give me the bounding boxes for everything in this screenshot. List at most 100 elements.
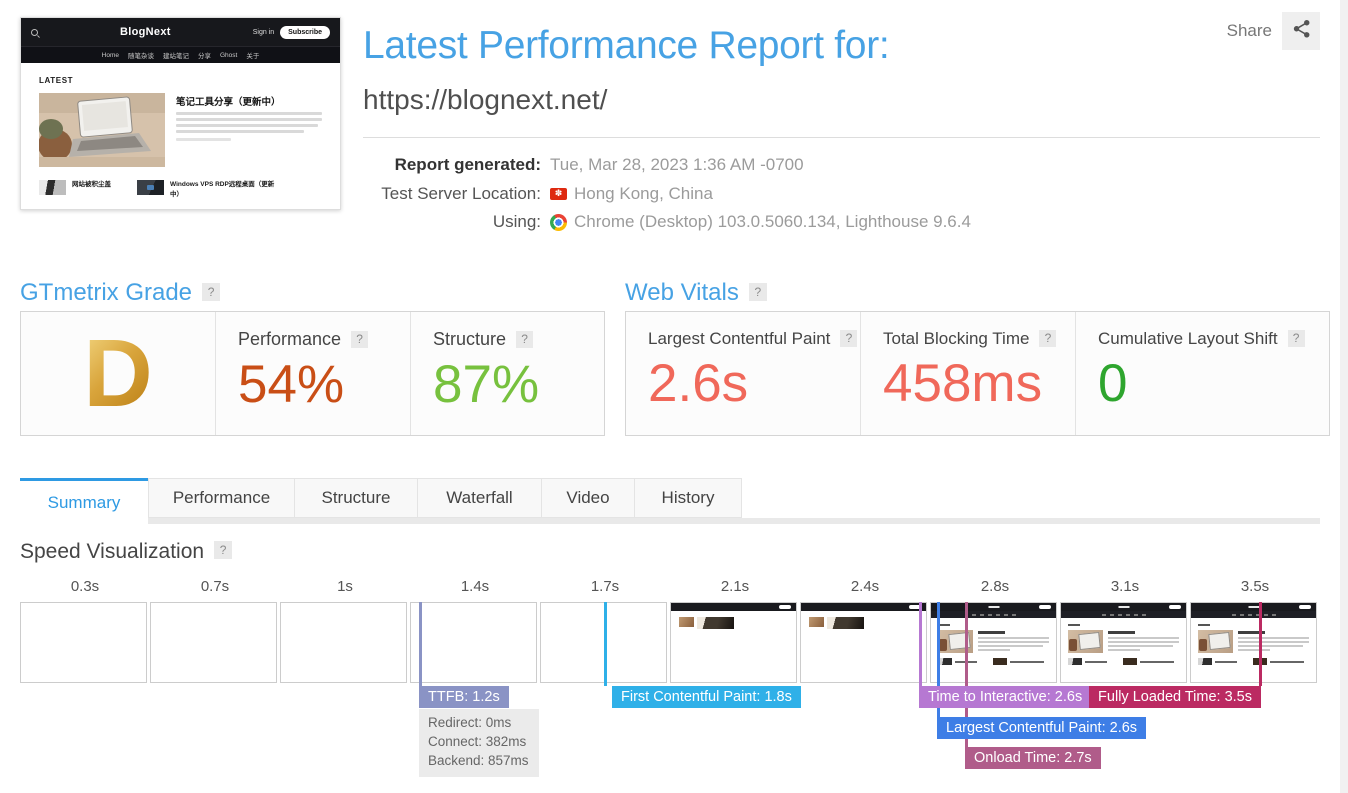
time-label: 1s	[337, 578, 353, 595]
web-vitals-card: Largest Contentful Paint? 2.6s Total Blo…	[625, 311, 1330, 436]
share-label: Share	[1226, 21, 1272, 40]
lcp-value: 2.6s	[648, 354, 749, 413]
structure-metric: Structure? 87%	[411, 312, 606, 435]
onload-marker-label: Onload Time: 2.7s	[965, 747, 1101, 769]
preview-brand: BlogNext	[120, 26, 171, 38]
text-placeholder-line	[176, 130, 305, 133]
structure-value: 87%	[433, 355, 540, 414]
filmstrip-frame-4	[410, 602, 537, 683]
time-label: 1.4s	[460, 578, 490, 595]
filmstrip	[20, 602, 1322, 683]
fully-loaded-marker-label: Fully Loaded Time: 3.5s	[1089, 686, 1261, 708]
ttfb-connect: Connect: 382ms	[428, 733, 527, 749]
filmstrip-frame-10	[1190, 602, 1317, 683]
grade-cell: D	[21, 312, 216, 435]
detail-label: Test Server Location:	[381, 183, 541, 203]
tab-history[interactable]: History	[635, 478, 742, 518]
tti-marker-label: Time to Interactive: 2.6s	[919, 686, 1092, 708]
metric-label: Cumulative Layout Shift	[1098, 329, 1278, 348]
search-icon	[31, 28, 38, 36]
text-placeholder-line	[176, 124, 318, 127]
lcp-metric: Largest Contentful Paint? 2.6s	[626, 312, 861, 435]
metric-label: Total Blocking Time	[883, 329, 1030, 348]
detail-row-location: Test Server Location: ✽ Hong Kong, China	[363, 180, 971, 209]
preview-featured-title: 笔记工具分享（更新中）	[176, 97, 281, 108]
help-icon[interactable]: ?	[351, 331, 369, 348]
help-icon[interactable]: ?	[516, 331, 534, 348]
report-url: https://blognext.net/	[363, 84, 608, 115]
filmstrip-frame-8	[930, 602, 1057, 683]
metric-label: Performance	[238, 329, 342, 349]
article-thumbnail	[137, 180, 164, 195]
time-label: 1.7s	[590, 578, 620, 595]
preview-nav-item: 关于	[246, 53, 260, 60]
article-thumbnail	[39, 180, 66, 195]
preview-signin: Sign in	[252, 28, 275, 36]
chrome-icon	[550, 213, 567, 231]
text-placeholder-line	[176, 118, 322, 121]
time-axis: 0.3s 0.7s 1s 1.4s 1.7s 2.1s 2.4s 2.8s 3.…	[20, 578, 1322, 600]
share-button[interactable]	[1282, 12, 1320, 50]
text-placeholder-line	[176, 112, 322, 115]
ttfb-backend: Backend: 857ms	[428, 752, 529, 768]
report-details: Report generated: Tue, Mar 28, 2023 1:36…	[363, 151, 971, 237]
metric-label: Structure	[433, 329, 507, 349]
filmstrip-frame-3	[280, 602, 407, 683]
time-label: 3.5s	[1240, 578, 1270, 595]
preview-nav-item: 建站笔记	[163, 53, 189, 60]
speed-viz-heading: Speed Visualization?	[20, 540, 233, 564]
speed-viz-timeline: 0.3s 0.7s 1s 1.4s 1.7s 2.1s 2.4s 2.8s 3.…	[20, 578, 1322, 793]
detail-value: Tue, Mar 28, 2023 1:36 AM -0700	[550, 155, 804, 175]
help-icon[interactable]: ?	[748, 283, 767, 301]
ttfb-marker-label: TTFB: 1.2s	[419, 686, 509, 708]
filmstrip-frame-5	[540, 602, 667, 683]
time-label: 0.3s	[70, 578, 100, 595]
tab-waterfall[interactable]: Waterfall	[418, 478, 542, 518]
time-label: 3.1s	[1110, 578, 1140, 595]
preview-nav-item: Ghost	[220, 51, 238, 59]
scrollbar[interactable]	[1340, 0, 1348, 793]
tbt-metric: Total Blocking Time? 458ms	[861, 312, 1076, 435]
time-label: 0.7s	[200, 578, 230, 595]
filmstrip-frame-1	[20, 602, 147, 683]
divider	[363, 137, 1320, 138]
site-screenshot-preview: BlogNext Sign in Subscribe Home 随笔杂谈 建站笔…	[20, 17, 341, 210]
onload-marker-line	[965, 602, 968, 747]
cls-value: 0	[1098, 354, 1128, 413]
help-icon[interactable]: ?	[840, 330, 858, 347]
ttfb-details-box: Redirect: 0ms Connect: 382ms Backend: 85…	[419, 709, 539, 777]
preview-nav-item: Home	[101, 51, 119, 59]
help-icon[interactable]: ?	[202, 283, 221, 301]
preview-section-label: LATEST	[39, 76, 74, 85]
performance-value: 54%	[238, 355, 345, 414]
share-area: Share	[1227, 12, 1320, 50]
fcp-marker-line	[604, 602, 607, 686]
performance-metric: Performance? 54%	[216, 312, 411, 435]
preview-nav: Home 随笔杂谈 建站笔记 分享 Ghost 关于	[21, 46, 340, 63]
help-icon[interactable]: ?	[1039, 330, 1057, 347]
grade-letter: D	[83, 319, 153, 427]
report-tabs: Summary Performance Structure Waterfall …	[20, 478, 742, 524]
tbt-value: 458ms	[883, 354, 1043, 413]
tab-video[interactable]: Video	[542, 478, 635, 518]
help-icon[interactable]: ?	[214, 541, 233, 559]
lcp-marker-line	[937, 602, 940, 717]
detail-value: Hong Kong, China	[574, 183, 713, 203]
tab-summary[interactable]: Summary	[20, 478, 148, 524]
tab-structure[interactable]: Structure	[295, 478, 418, 518]
time-label: 2.4s	[850, 578, 880, 595]
tab-performance[interactable]: Performance	[148, 478, 295, 518]
filmstrip-frame-2	[150, 602, 277, 683]
tti-marker-line	[919, 602, 922, 686]
help-icon[interactable]: ?	[1287, 330, 1305, 347]
tabs-bottom-strip	[148, 518, 1320, 524]
text-placeholder-line	[176, 138, 232, 141]
preview-subscribe-button: Subscribe	[280, 25, 330, 39]
preview-nav-item: 随笔杂谈	[128, 53, 154, 60]
time-label: 2.8s	[980, 578, 1010, 595]
preview-body: LATEST 笔记工具分享（更新中）	[21, 63, 340, 200]
time-label: 2.1s	[720, 578, 750, 595]
fully-loaded-marker-line	[1259, 602, 1262, 686]
laptop-photo	[39, 93, 165, 167]
